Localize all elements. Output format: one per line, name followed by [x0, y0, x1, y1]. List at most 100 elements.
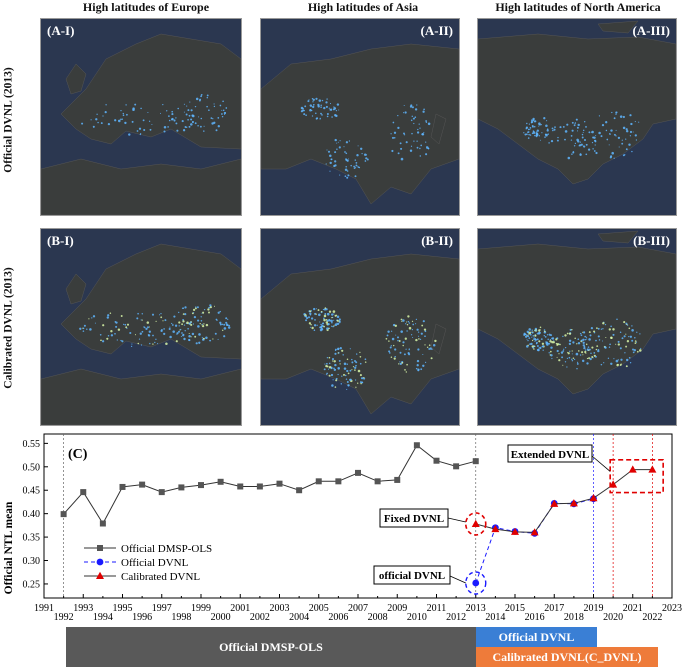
panel-label-a2: (A-II) [420, 23, 454, 38]
map-light-dot [205, 323, 209, 327]
map-light-dot [419, 127, 421, 129]
map-light-dot [404, 111, 407, 114]
map-light-dot [95, 118, 98, 121]
column-title-europe: High latitudes of Europe [82, 0, 210, 14]
map-light-dot [203, 323, 205, 325]
map-light-dot [354, 366, 357, 369]
x-tick-label: 1991 [34, 603, 54, 614]
map-light-dot [625, 365, 628, 368]
map-light-dot [327, 323, 330, 326]
row-label-official: Official DVNL (2013) [0, 20, 18, 220]
map-light-dot [625, 345, 628, 348]
map-light-dot [613, 157, 615, 159]
map-light-dot [212, 118, 214, 120]
map-light-dot [548, 142, 550, 144]
map-light-dot [528, 337, 531, 340]
map-light-dot [354, 369, 356, 371]
map-light-dot [629, 130, 633, 134]
map-light-dot [195, 342, 198, 345]
map-light-dot [628, 356, 631, 359]
map-light-dot [629, 135, 632, 137]
data-point-triangle [609, 480, 618, 488]
map-light-dot [331, 358, 335, 361]
map-light-dot [349, 369, 352, 372]
map-light-dot [411, 106, 414, 109]
map-light-dot [342, 354, 344, 356]
map-light-dot [588, 338, 591, 341]
map-light-dot [309, 310, 312, 313]
map-light-dot [571, 359, 574, 362]
map-light-dot [605, 336, 607, 339]
map-light-dot [316, 324, 318, 326]
fixed-label: Fixed DVNL [384, 513, 444, 525]
map-light-dot [226, 324, 229, 326]
map-light-dot [354, 159, 357, 161]
map-light-dot [320, 311, 323, 313]
map-light-dot [194, 105, 197, 108]
data-point-square [276, 480, 283, 487]
map-light-dot [308, 316, 310, 319]
map-light-dot [334, 151, 337, 154]
map-light-dot [427, 148, 430, 150]
map-light-dot [200, 95, 203, 98]
map-light-dot [338, 109, 340, 111]
map-light-dot [356, 165, 358, 167]
map-light-dot [594, 140, 597, 143]
map-light-dot [631, 150, 633, 153]
map-light-dot [199, 125, 202, 128]
map-light-dot [617, 359, 619, 361]
map-light-dot [551, 337, 553, 340]
map-light-dot [205, 336, 208, 339]
data-point-triangle [96, 571, 104, 579]
map-light-dot [594, 144, 596, 146]
data-point-square [355, 469, 361, 476]
map-light-dot [392, 121, 395, 124]
map-light-dot [130, 345, 133, 348]
map-landmass [41, 368, 241, 425]
data-point-square [315, 478, 322, 485]
map-light-dot [416, 146, 419, 149]
map-light-dot [428, 344, 431, 346]
map-light-dot [398, 340, 401, 342]
annotation-official-dvnl: official DVNL [373, 565, 487, 595]
map-light-dot [615, 113, 617, 115]
map-light-dot [406, 321, 408, 323]
x-tick-label: 1993 [73, 603, 93, 614]
map-light-dot [600, 363, 603, 366]
map-light-dot [618, 146, 620, 148]
map-light-dot [531, 336, 533, 338]
map-light-dot [359, 381, 362, 384]
map-light-dot [346, 381, 349, 383]
map-europe-calibrated: (B-I) [40, 228, 242, 426]
map-light-dot [134, 103, 137, 106]
map-light-dot [528, 328, 531, 331]
map-light-dot [176, 333, 178, 335]
map-light-dot [339, 322, 341, 324]
map-light-dot [555, 342, 558, 345]
map-light-dot [351, 361, 354, 364]
map-light-dot [183, 324, 186, 326]
map-light-dot [181, 323, 184, 326]
map-light-dot [523, 132, 525, 134]
map-light-dot [556, 139, 559, 142]
map-light-dot [323, 368, 326, 371]
map-lights [300, 97, 431, 179]
map-light-dot [346, 369, 349, 373]
map-light-dot [332, 360, 334, 362]
map-light-dot [188, 322, 191, 325]
map-light-dot [221, 109, 223, 111]
map-light-dot [326, 372, 328, 375]
map-light-dot [591, 142, 594, 144]
map-light-dot [141, 330, 144, 333]
map-light-dot [567, 352, 570, 355]
map-light-dot [625, 148, 628, 151]
map-light-dot [320, 323, 322, 326]
map-light-dot [414, 116, 417, 119]
x-tick-label: 2008 [368, 612, 388, 623]
map-light-dot [131, 120, 134, 123]
map-light-dot [194, 335, 197, 338]
map-light-dot [593, 352, 596, 354]
map-light-dot [338, 359, 341, 362]
map-light-dot [359, 362, 362, 365]
y-tick-label: 0.50 [23, 462, 41, 473]
